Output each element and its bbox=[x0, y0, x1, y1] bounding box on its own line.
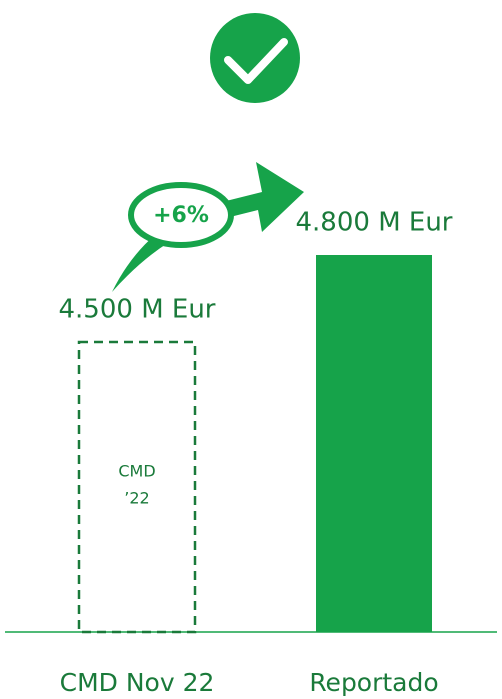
value-label: 4.800 M Eur bbox=[296, 208, 453, 238]
bar bbox=[316, 255, 432, 632]
check-icon bbox=[210, 13, 300, 103]
bar bbox=[77, 340, 197, 634]
change-label: +6% bbox=[153, 203, 209, 228]
bar-note: ’22 bbox=[124, 489, 149, 508]
category-label: Reportado bbox=[309, 668, 438, 697]
category-label: CMD Nov 22 bbox=[60, 668, 215, 697]
growth-arrow bbox=[112, 162, 304, 292]
bar-note: CMD bbox=[118, 462, 155, 481]
value-label: 4.500 M Eur bbox=[59, 295, 216, 325]
